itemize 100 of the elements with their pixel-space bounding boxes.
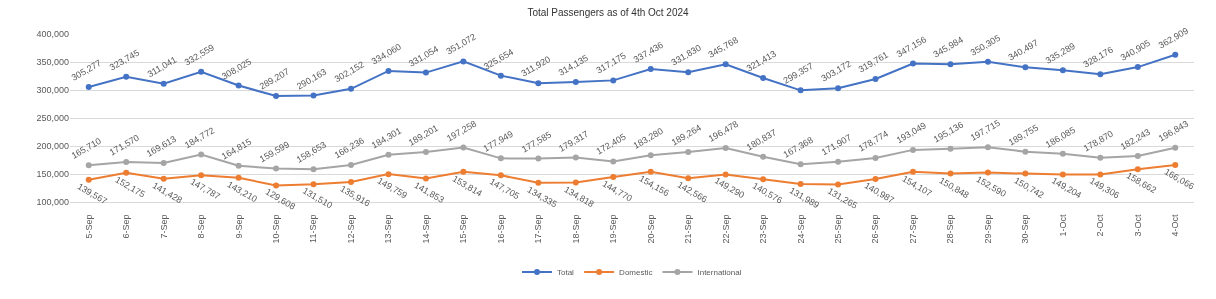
point [422, 149, 429, 156]
point [1022, 148, 1029, 155]
x-tick-label: 18-Sep [570, 214, 581, 244]
point [797, 161, 804, 168]
point [984, 58, 991, 65]
point [610, 77, 617, 84]
x-tick-label: 24-Sep [795, 214, 806, 244]
point [198, 68, 205, 75]
point [1134, 64, 1141, 71]
point [910, 168, 916, 175]
x-tick-label: 5-Sep [83, 214, 94, 239]
point [310, 181, 317, 188]
point [947, 170, 954, 177]
point [647, 66, 654, 73]
x-tick-label: 21-Sep [683, 214, 694, 244]
point [722, 144, 729, 151]
legend-label: Domestic [619, 268, 653, 278]
point [872, 154, 879, 161]
point [872, 176, 879, 183]
point [422, 69, 429, 76]
point [1134, 152, 1141, 159]
y-tick-label: 150,000 [36, 169, 69, 180]
point [535, 80, 542, 87]
point [348, 85, 354, 92]
y-tick-label: 400,000 [36, 29, 69, 40]
point [1172, 144, 1179, 151]
point [797, 87, 804, 94]
point [760, 75, 767, 82]
point [797, 181, 804, 188]
point [460, 58, 467, 65]
point [273, 182, 280, 189]
point [1059, 171, 1066, 178]
point [198, 151, 205, 158]
point [310, 166, 317, 173]
x-tick-label: 25-Sep [832, 214, 843, 244]
legend-label: International [697, 268, 742, 278]
legend-label: Total [557, 268, 575, 278]
point [1134, 166, 1141, 173]
point [610, 173, 617, 180]
point [1172, 51, 1179, 58]
y-tick-label: 250,000 [36, 113, 69, 124]
y-tick-label: 350,000 [36, 57, 69, 68]
x-tick-label: 10-Sep [270, 214, 281, 244]
point [947, 61, 954, 68]
point [460, 168, 467, 175]
point [910, 60, 916, 67]
point [984, 144, 991, 151]
point [1097, 154, 1104, 161]
point [722, 171, 729, 178]
point [385, 67, 392, 74]
point [348, 161, 354, 168]
x-tick-label: 22-Sep [720, 214, 731, 244]
x-tick-label: 28-Sep [945, 214, 956, 244]
point [385, 151, 392, 158]
point [685, 175, 692, 182]
point [385, 171, 392, 178]
x-tick-label: 16-Sep [495, 214, 506, 244]
point [1059, 67, 1066, 74]
x-tick-label: 8-Sep [196, 214, 207, 239]
point [835, 85, 842, 92]
point [85, 84, 92, 91]
point [835, 181, 842, 188]
point [160, 80, 167, 87]
x-tick-label: 6-Sep [121, 214, 132, 239]
x-tick-label: 3-Oct [1132, 214, 1143, 237]
point [235, 174, 242, 181]
x-tick-label: 29-Sep [982, 214, 993, 244]
x-tick-label: 19-Sep [608, 214, 619, 244]
x-tick-label: 15-Sep [458, 214, 469, 244]
point [460, 144, 467, 151]
point [85, 162, 92, 169]
point [497, 155, 504, 162]
point [535, 155, 542, 162]
point [910, 146, 916, 153]
point [1022, 170, 1029, 177]
point [235, 162, 242, 169]
point [760, 176, 767, 183]
point [872, 75, 879, 82]
point [647, 152, 654, 159]
point [1059, 150, 1066, 157]
point [1097, 71, 1104, 78]
point [310, 92, 317, 99]
y-tick-label: 300,000 [36, 85, 69, 96]
x-tick-label: 17-Sep [533, 214, 544, 244]
point [235, 82, 242, 89]
point [160, 175, 167, 182]
point [760, 153, 767, 160]
point [85, 176, 92, 183]
y-tick-label: 200,000 [36, 141, 69, 152]
point [497, 172, 504, 179]
x-tick-label: 11-Sep [308, 214, 319, 243]
point [160, 160, 167, 167]
chart-title: Total Passengers as of 4th Oct 2024 [527, 6, 690, 18]
x-tick-label: 4-Oct [1170, 214, 1181, 237]
point [722, 61, 729, 68]
x-tick-label: 9-Sep [233, 214, 244, 239]
point [273, 93, 280, 100]
x-tick-label: 7-Sep [158, 214, 169, 239]
point [497, 72, 504, 79]
point [685, 149, 692, 156]
